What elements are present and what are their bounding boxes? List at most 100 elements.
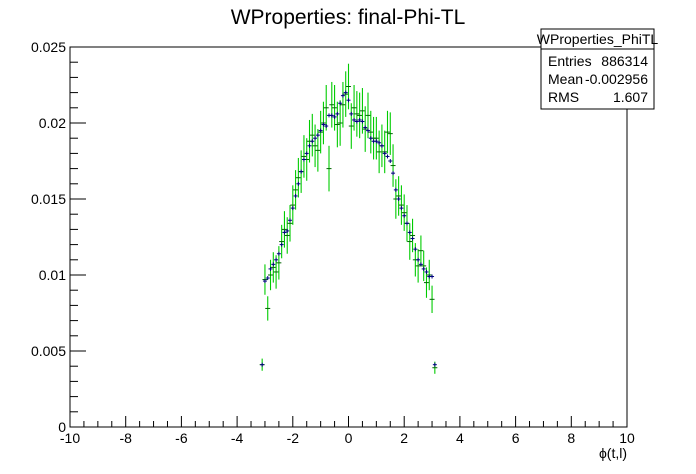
error-bar-point bbox=[326, 145, 332, 192]
error-bar-point bbox=[376, 130, 382, 174]
x-tick-label: 2 bbox=[400, 430, 408, 446]
error-bar-point bbox=[398, 185, 404, 225]
cross-marker-point bbox=[276, 251, 281, 256]
cross-marker-point bbox=[318, 128, 323, 133]
y-tick-label: 0.025 bbox=[31, 39, 66, 55]
error-bar-point bbox=[295, 157, 301, 198]
error-bar-point bbox=[268, 259, 274, 291]
cross-marker-point bbox=[307, 143, 312, 148]
cross-marker-point bbox=[379, 143, 384, 148]
cross-marker-point bbox=[410, 236, 415, 241]
error-bar-point bbox=[348, 103, 354, 149]
cross-marker-point bbox=[329, 113, 334, 118]
cross-marker-point bbox=[413, 247, 418, 252]
cross-marker-point bbox=[357, 117, 362, 122]
x-tick-label: -6 bbox=[175, 430, 188, 446]
stats-label-mean: Mean bbox=[548, 71, 583, 87]
y-tick-label: 0.01 bbox=[39, 267, 66, 283]
error-bar-point bbox=[387, 112, 393, 155]
cross-marker-point bbox=[282, 230, 287, 235]
y-tick-label: 0.005 bbox=[31, 343, 66, 359]
y-tick-label: 0 bbox=[58, 419, 66, 435]
cross-marker-point bbox=[421, 266, 426, 271]
cross-marker-point bbox=[360, 119, 365, 124]
error-bar-point bbox=[384, 110, 390, 154]
error-bar-point bbox=[281, 211, 287, 248]
cross-marker-point bbox=[271, 262, 276, 267]
cross-marker-point bbox=[432, 362, 437, 367]
error-bar-point bbox=[368, 110, 374, 154]
x-tick-label: 6 bbox=[512, 430, 520, 446]
error-bar-point bbox=[340, 81, 346, 128]
error-bar-point bbox=[279, 224, 285, 259]
cross-marker-point bbox=[279, 242, 284, 247]
cross-marker-point bbox=[385, 154, 390, 159]
cross-marker-point bbox=[332, 114, 337, 119]
cross-marker-point bbox=[299, 169, 304, 174]
cross-marker-point bbox=[346, 98, 351, 103]
error-bar-point bbox=[337, 100, 343, 146]
x-tick-label: -8 bbox=[119, 430, 132, 446]
cross-marker-point bbox=[310, 139, 315, 144]
cross-marker-point bbox=[416, 257, 421, 262]
cross-marker-point bbox=[285, 228, 290, 233]
stats-label-entries: Entries bbox=[548, 53, 592, 69]
error-bar-point bbox=[276, 246, 282, 280]
cross-marker-point bbox=[293, 193, 298, 198]
error-bar-point bbox=[301, 135, 307, 178]
cross-marker-point bbox=[324, 124, 329, 129]
error-bar-point bbox=[287, 205, 293, 242]
cross-marker-point bbox=[335, 111, 340, 116]
error-bar-point bbox=[429, 285, 435, 313]
cross-marker-point bbox=[430, 274, 435, 279]
cross-marker-point bbox=[407, 230, 412, 235]
cross-marker-point bbox=[424, 269, 429, 274]
cross-marker-point bbox=[377, 140, 382, 145]
cross-marker-point bbox=[260, 362, 265, 367]
marker-series bbox=[260, 90, 437, 367]
cross-marker-point bbox=[363, 125, 368, 130]
cross-marker-point bbox=[321, 122, 326, 127]
stats-value-entries: 886314 bbox=[601, 53, 648, 69]
x-axis-label: ϕ(t,l) bbox=[599, 445, 627, 461]
y-tick-label: 0.02 bbox=[39, 115, 66, 131]
cross-marker-point bbox=[418, 262, 423, 267]
error-bar-point bbox=[270, 252, 276, 283]
cross-marker-point bbox=[365, 128, 370, 133]
cross-marker-point bbox=[288, 218, 293, 223]
error-bar-point bbox=[418, 235, 424, 266]
cross-marker-point bbox=[402, 213, 407, 218]
error-bar-point bbox=[415, 249, 421, 283]
chart-title: WProperties: final-Phi-TL bbox=[231, 6, 466, 29]
cross-marker-point bbox=[262, 279, 267, 284]
cross-marker-point bbox=[382, 151, 387, 156]
error-bar-point bbox=[410, 218, 416, 253]
error-bar-point bbox=[284, 217, 290, 254]
error-bar-point bbox=[359, 88, 365, 134]
cross-marker-point bbox=[343, 90, 348, 95]
x-tick-label: -10 bbox=[60, 430, 80, 446]
error-bar-point bbox=[407, 223, 413, 260]
error-bar-point bbox=[334, 101, 340, 148]
cross-marker-point bbox=[354, 119, 359, 124]
x-axis: -10 -8 -6 -4 -2 0 2 4 6 8 10 bbox=[60, 416, 635, 446]
error-bar-point bbox=[421, 250, 427, 282]
cross-marker-point bbox=[340, 93, 345, 98]
y-axis: 0 0.005 0.01 0.015 0.02 0.025 bbox=[31, 39, 86, 435]
cross-marker-point bbox=[290, 206, 295, 211]
cross-marker-point bbox=[313, 136, 318, 141]
error-bar-point bbox=[373, 116, 379, 160]
cross-marker-point bbox=[368, 136, 373, 141]
stats-box-frame bbox=[540, 28, 655, 110]
error-bar-point bbox=[265, 296, 271, 321]
error-bar-series bbox=[259, 63, 438, 374]
cross-marker-point bbox=[349, 111, 354, 116]
x-tick-label: 0 bbox=[345, 430, 353, 446]
error-bar-point bbox=[346, 63, 351, 110]
stats-value-rms: 1.607 bbox=[613, 89, 648, 105]
cross-marker-point bbox=[304, 151, 309, 156]
error-bar-point bbox=[396, 176, 402, 216]
cross-marker-point bbox=[274, 257, 279, 262]
error-bar-point bbox=[357, 92, 363, 139]
cross-marker-point bbox=[301, 157, 306, 162]
